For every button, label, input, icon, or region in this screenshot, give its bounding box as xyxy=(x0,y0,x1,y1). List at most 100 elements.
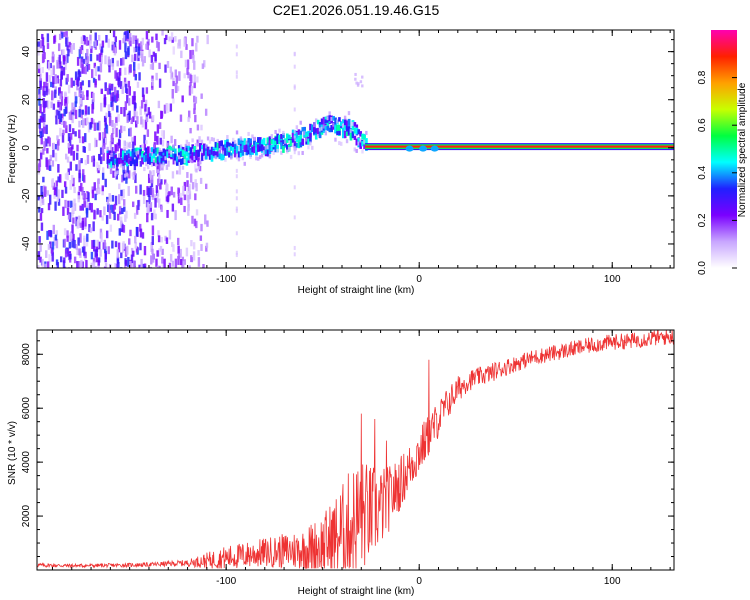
spectrogram-streak-cell xyxy=(235,174,238,179)
spectrogram-ridge-cell xyxy=(280,138,283,146)
spectrogram-noise-cell xyxy=(117,261,120,268)
spectrogram-ridge-cell xyxy=(148,153,152,158)
spectrogram-noise-cell xyxy=(206,34,209,45)
spectrogram-noise-cell xyxy=(155,185,159,193)
spectrogram-noise-cell xyxy=(149,266,152,268)
spectrogram-noise-cell xyxy=(140,41,143,52)
spectrogram-noise-cell xyxy=(69,232,72,240)
spectrogram-halo-cell xyxy=(359,138,362,143)
spectrogram-noise-cell xyxy=(100,46,104,53)
spectrogram-noise-cell xyxy=(118,205,122,212)
spectrogram-noise-cell xyxy=(165,188,168,197)
spectrogram-noise-cell xyxy=(66,172,69,181)
spectrogram-noise-cell xyxy=(127,186,130,196)
spectrogram-halo-cell xyxy=(245,140,248,145)
spectrogram-halo-cell xyxy=(345,139,349,144)
spectrogram-x-tick-label: 100 xyxy=(604,274,621,285)
spectrogram-halo-cell xyxy=(201,149,204,154)
spectrogram-noise-cell xyxy=(131,201,135,208)
spectrogram-noise-cell xyxy=(192,242,196,250)
spectrogram-noise-cell xyxy=(56,141,60,151)
spectrogram-noise-cell xyxy=(96,54,99,61)
spectrogram-noise-cell xyxy=(75,164,78,171)
spectrogram-halo-cell xyxy=(123,173,127,178)
spectrogram-halo-cell xyxy=(309,141,312,146)
spectrogram-ridge-cell xyxy=(278,134,281,140)
spectrogram-noise-cell xyxy=(179,259,183,266)
spectrogram-ridge-cell xyxy=(320,118,324,125)
spectrogram-ridge-cell xyxy=(189,147,193,155)
spectrogram-ridge-cell xyxy=(110,161,113,168)
spectrogram-noise-cell xyxy=(177,253,181,260)
spectrogram-ridge-cell xyxy=(191,152,195,161)
spectrogram-noise-cell xyxy=(135,39,138,48)
spectrogram-halo-cell xyxy=(118,153,121,158)
spectrogram-ridge-cell xyxy=(145,154,148,162)
spectrogram-ridge-cell xyxy=(162,155,166,161)
spectrogram-ridge-cell xyxy=(230,152,233,159)
spectrogram-halo-cell xyxy=(181,165,185,170)
spectrogram-noise-cell xyxy=(157,235,161,243)
spectrogram-noise-cell xyxy=(103,128,107,138)
spectrogram-ridge-cell xyxy=(110,153,113,162)
spectrogram-ridge-cell xyxy=(262,137,266,146)
spectrogram-ridge-cell xyxy=(318,130,322,139)
spectrogram-ridge-cell xyxy=(137,151,140,158)
spectrogram-ridge-cell xyxy=(309,137,312,143)
spectrogram-halo-cell xyxy=(307,145,310,150)
spectrogram-ridge-cell xyxy=(131,152,135,159)
spectrogram-noise-cell xyxy=(190,239,193,247)
spectrogram-ridge-cell xyxy=(208,153,212,160)
spectrogram-noise-cell xyxy=(115,117,118,123)
spectrogram-ridge-cell xyxy=(286,145,289,152)
spectrogram-ridge-cell xyxy=(247,142,251,147)
spectrogram-ridge-cell xyxy=(118,157,121,164)
spectrogram-noise-cell xyxy=(51,178,54,186)
spectrogram-noise-cell xyxy=(145,157,148,167)
spectrogram-noise-cell xyxy=(78,88,81,98)
spectrogram-noise-cell xyxy=(52,76,55,85)
spectrogram-noise-cell xyxy=(81,136,85,144)
spectrogram-noise-cell xyxy=(121,174,124,183)
spectrogram-ridge-cell xyxy=(239,141,243,150)
spectrogram-ridge-cell xyxy=(214,151,218,159)
spectrogram-noise-cell xyxy=(90,45,93,53)
spectrogram-noise-cell xyxy=(135,205,139,215)
spectrogram-noise-cell xyxy=(70,146,73,156)
spectrogram-noise-cell xyxy=(181,256,185,264)
spectrogram-noise-cell xyxy=(166,195,170,203)
spectrogram-ridge-cell xyxy=(133,152,137,158)
spectrogram-streak-cell xyxy=(293,215,296,220)
spectrogram-ridge-cell xyxy=(345,128,349,137)
spectrogram-ridge-cell xyxy=(359,131,362,137)
spectrogram-noise-cell xyxy=(154,131,157,142)
spectrogram-ridge-cell xyxy=(114,154,117,161)
spectrogram-ridge-cell xyxy=(114,159,117,164)
spectrogram-noise-cell xyxy=(78,215,81,226)
spectrogram-halo-cell xyxy=(216,138,219,143)
spectrogram-ridge-cell xyxy=(183,151,187,157)
spectrogram-halo-cell xyxy=(264,145,268,150)
spectrogram-ridge-cell xyxy=(226,147,229,154)
spectrogram-ridge-cell xyxy=(156,156,160,161)
snr-x-label: Height of straight line (km) xyxy=(298,586,415,597)
spectrogram-noise-cell xyxy=(122,188,125,198)
spectrogram-noise-cell xyxy=(153,209,156,218)
spectrogram-noise-cell xyxy=(44,263,47,268)
spectrogram-noise-cell xyxy=(83,238,86,248)
spectrogram-noise-cell xyxy=(59,61,62,69)
spectrogram-noise-cell xyxy=(59,113,63,123)
spectrogram-noise-cell xyxy=(104,82,107,92)
carrier-blip xyxy=(430,145,439,152)
spectrogram-ridge-cell xyxy=(239,150,243,157)
spectrogram-halo-cell xyxy=(353,147,356,152)
spectrogram-noise-cell xyxy=(84,65,88,75)
spectrogram-noise-cell xyxy=(156,190,160,198)
spectrogram-noise-cell xyxy=(191,49,195,59)
spectrogram-ridge-cell xyxy=(293,130,297,138)
spectrogram-halo-cell xyxy=(295,125,299,130)
spectrogram-noise-cell xyxy=(39,131,42,139)
spectrogram-noise-cell xyxy=(124,101,128,111)
spectrogram-ridge-cell xyxy=(164,152,167,158)
spectrogram-noise-cell xyxy=(132,141,135,149)
